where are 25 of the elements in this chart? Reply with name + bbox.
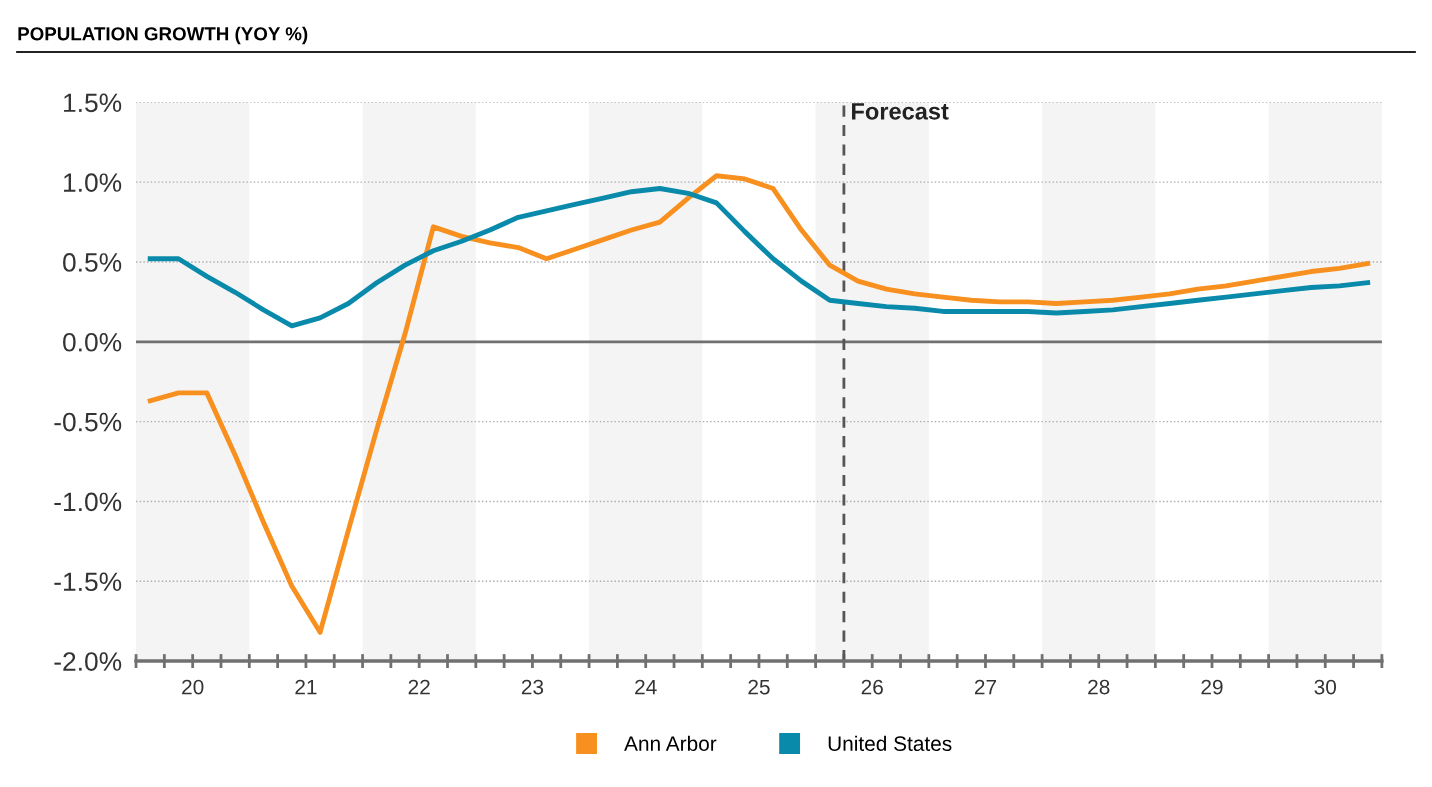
y-tick-label: 1.5% (64, 93, 122, 113)
y-tick-label: -1.0% (54, 492, 122, 512)
x-tick-label: 23 (521, 679, 544, 695)
line-series (147, 186, 1371, 329)
x-tick-label: 27 (974, 679, 997, 695)
ref-line-label: Forecast (852, 103, 949, 120)
line-series (147, 173, 1371, 635)
y-tick-label: -2.0% (54, 652, 122, 671)
chart-title: POPULATION GROWTH (YOY %) (18, 26, 308, 45)
legend-label: United States (828, 735, 952, 752)
y-tick-label: 0.5% (63, 253, 122, 272)
x-tick-label: 20 (182, 679, 204, 695)
x-tick-label: 26 (861, 679, 883, 695)
x-tick-label: 28 (1088, 679, 1110, 695)
x-tick-label: 25 (748, 679, 770, 695)
y-tick-label: 1.0% (64, 173, 122, 192)
x-tick-label: 30 (1314, 679, 1337, 695)
x-tick-label: 21 (295, 679, 317, 695)
y-tick-label: -0.5% (54, 412, 122, 432)
y-tick-label: 0.0% (63, 332, 122, 352)
y-tick-label: -1.5% (54, 572, 122, 592)
x-tick-label: 22 (408, 679, 430, 695)
x-tick-label: 24 (635, 679, 657, 695)
legend-label: Ann Arbor (624, 735, 717, 752)
x-tick-label: 29 (1201, 679, 1223, 695)
